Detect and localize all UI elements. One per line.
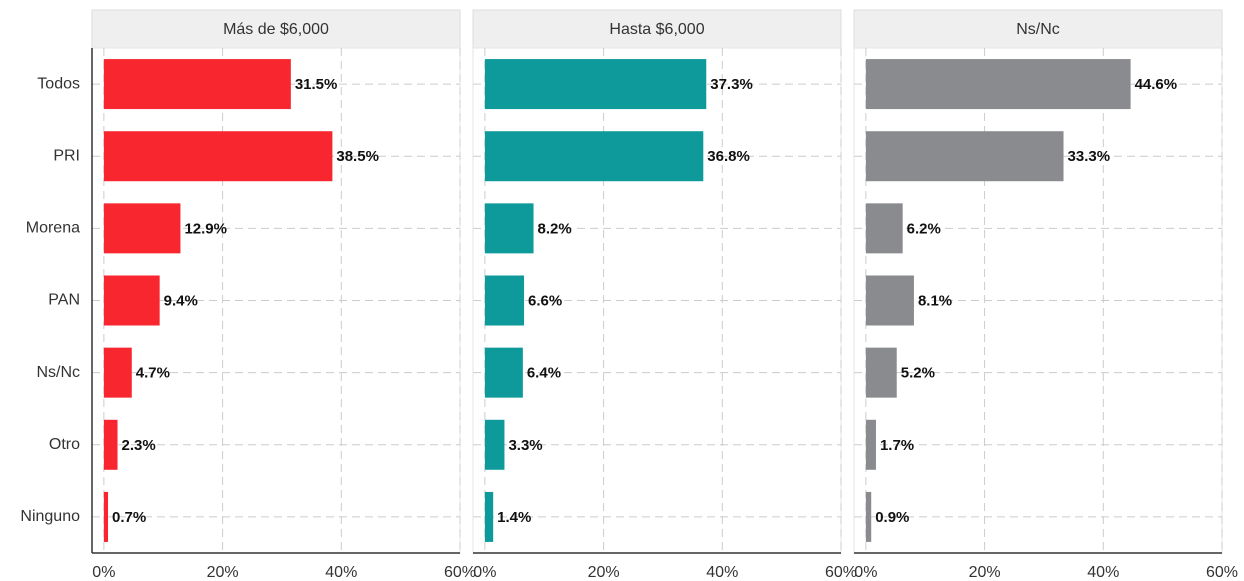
x-tick-label: 0% bbox=[92, 564, 115, 581]
data-label: 5.2% bbox=[901, 365, 935, 382]
bar bbox=[103, 491, 109, 542]
y-tick-label: Morena bbox=[26, 220, 80, 237]
bar bbox=[103, 275, 160, 326]
data-label: 0.7% bbox=[112, 509, 146, 526]
data-label: 44.6% bbox=[1135, 76, 1178, 93]
y-tick-label: PRI bbox=[53, 147, 80, 164]
data-label: 3.3% bbox=[508, 437, 542, 454]
bar bbox=[865, 419, 876, 470]
x-tick-label: 40% bbox=[706, 564, 738, 581]
bar bbox=[865, 203, 903, 254]
x-tick-label: 60% bbox=[825, 564, 857, 581]
data-label: 8.2% bbox=[538, 220, 572, 237]
y-tick-label: PAN bbox=[48, 292, 80, 309]
x-tick-label: 0% bbox=[854, 564, 877, 581]
data-label: 37.3% bbox=[710, 76, 753, 93]
bar bbox=[865, 275, 914, 326]
x-tick-label: 60% bbox=[1206, 564, 1238, 581]
x-tick-label: 60% bbox=[444, 564, 476, 581]
bar bbox=[103, 59, 291, 110]
bar bbox=[103, 419, 118, 470]
y-tick-label: Ns/Nc bbox=[36, 364, 80, 381]
data-label: 4.7% bbox=[136, 365, 170, 382]
data-label: 1.7% bbox=[880, 437, 914, 454]
panel-title: Hasta $6,000 bbox=[609, 21, 704, 38]
y-tick-label: Todos bbox=[37, 75, 80, 92]
bar bbox=[865, 59, 1131, 110]
data-label: 36.8% bbox=[707, 148, 750, 165]
data-label: 33.3% bbox=[1068, 148, 1111, 165]
data-label: 2.3% bbox=[122, 437, 156, 454]
bar bbox=[865, 347, 897, 398]
data-label: 6.6% bbox=[528, 292, 562, 309]
bar bbox=[484, 419, 505, 470]
data-label: 31.5% bbox=[295, 76, 338, 93]
x-tick-label: 20% bbox=[588, 564, 620, 581]
x-tick-label: 40% bbox=[325, 564, 357, 581]
bar bbox=[484, 275, 525, 326]
bar bbox=[484, 59, 707, 110]
y-tick-label: Ninguno bbox=[20, 508, 80, 525]
data-label: 0.9% bbox=[875, 509, 909, 526]
data-label: 6.4% bbox=[527, 365, 561, 382]
panel-title: Más de $6,000 bbox=[223, 21, 329, 38]
y-tick-label: Otro bbox=[49, 436, 80, 453]
x-tick-label: 40% bbox=[1087, 564, 1119, 581]
bar bbox=[484, 203, 534, 254]
bar bbox=[484, 131, 704, 182]
data-label: 1.4% bbox=[497, 509, 531, 526]
x-tick-label: 20% bbox=[207, 564, 239, 581]
bar bbox=[484, 347, 523, 398]
bar bbox=[103, 347, 132, 398]
bar bbox=[865, 491, 872, 542]
bar bbox=[484, 491, 494, 542]
data-label: 38.5% bbox=[336, 148, 379, 165]
data-label: 12.9% bbox=[184, 220, 227, 237]
bar bbox=[103, 131, 333, 182]
panel-header bbox=[472, 9, 842, 49]
panel-header bbox=[91, 9, 461, 49]
x-tick-label: 20% bbox=[969, 564, 1001, 581]
data-label: 6.2% bbox=[907, 220, 941, 237]
panel-header bbox=[853, 9, 1223, 49]
data-label: 9.4% bbox=[164, 292, 198, 309]
bar bbox=[865, 131, 1064, 182]
bar bbox=[103, 203, 181, 254]
x-tick-label: 0% bbox=[473, 564, 496, 581]
data-label: 8.1% bbox=[918, 292, 952, 309]
panel-title: Ns/Nc bbox=[1016, 21, 1060, 38]
